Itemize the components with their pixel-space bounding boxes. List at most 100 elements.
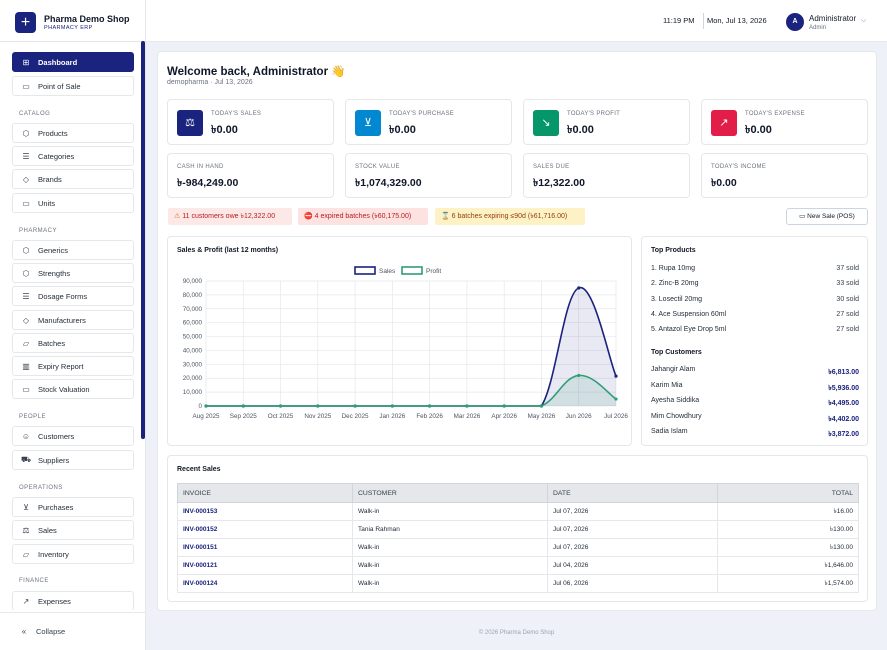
sidebar-item-inventory[interactable]: ▱ Inventory (12, 544, 134, 564)
column-header-customer[interactable]: CUSTOMER (352, 483, 548, 503)
top-customers-title: Top Customers (651, 349, 702, 356)
x-tick-label: Apr 2026 (491, 413, 517, 420)
data-point (204, 404, 208, 408)
chevron-down-icon[interactable]: ⌵ (861, 17, 867, 24)
customer-name: Jahangir Alam (651, 366, 696, 373)
sidebar-item-batches[interactable]: ▱ Batches (12, 333, 134, 353)
legend-label: Profit (426, 268, 441, 275)
display-icon: ▭ (22, 198, 30, 208)
sidebar-item-products[interactable]: ⬡ Products (12, 123, 134, 143)
product-sold: 33 sold (836, 280, 859, 287)
sales-profit-chart-panel: Sales & Profit (last 12 months) 0 10,000 2… (167, 236, 632, 446)
x-tick-label: Jul 2026 (604, 413, 628, 420)
summary-label: SALES DUE (533, 164, 570, 170)
sidebar-item-categories[interactable]: ☰ Categories (12, 146, 134, 166)
sidebar-item-expiry-report[interactable]: ▥ Expiry Report (12, 356, 134, 376)
invoice-link[interactable]: INV-000121 (177, 556, 353, 575)
data-point (614, 397, 618, 401)
recent-sales-title: Recent Sales (177, 466, 221, 473)
sidebar-item-point-of-sale[interactable]: ▭ Point of Sale (12, 76, 134, 96)
avatar[interactable]: A (786, 13, 804, 31)
sidebar-item-sales[interactable]: ⚖ Sales (12, 520, 134, 540)
alert-batches-expiring[interactable]: ⌛ 6 batches expiring ≤90d (৳61,716.00) (435, 208, 585, 225)
sidebar-item-dashboard[interactable]: ⊞ Dashboard (12, 52, 134, 72)
user-name[interactable]: Administrator (809, 14, 857, 23)
date-cell: Jul 07, 2026 (547, 520, 718, 539)
product-name: 2. Zinc-B 20mg (651, 280, 699, 287)
sidebar-scrollbar[interactable] (141, 41, 145, 439)
product-sold: 27 sold (836, 311, 859, 318)
sidebar: + Pharma Demo Shop PHARMACY ERP ⊞ Dashbo… (0, 0, 146, 650)
table-row[interactable]: INV-000151 Walk-in Jul 07, 2026 ৳130.00 (177, 538, 859, 557)
product-name: 3. Losectil 20mg (651, 296, 702, 303)
data-point (539, 404, 544, 408)
list-item: 3. Losectil 20mg 30 sold (651, 296, 859, 303)
users-icon: ☺ (21, 431, 31, 441)
alert-customers-owe[interactable]: ⚠ 11 customers owe ৳12,322.00 (168, 208, 292, 225)
grid-icon: ⊞ (22, 57, 30, 67)
product-sold: 27 sold (836, 326, 859, 333)
sidebar-item-stock-valuation[interactable]: ▭ Stock Valuation (12, 379, 134, 399)
legend-swatch-profit (401, 266, 423, 275)
nav-section-operations: OPERATIONS (19, 485, 63, 491)
sidebar-item-manufacturers[interactable]: ◇ Manufacturers (12, 310, 134, 330)
plus-icon[interactable]: + (15, 12, 36, 33)
table-row[interactable]: INV-000121 Walk-in Jul 04, 2026 ৳1,646.0… (177, 556, 859, 575)
stat-value: ৳0.00 (211, 124, 238, 136)
sidebar-item-units[interactable]: ▭ Units (12, 193, 134, 213)
dashboard-content: Welcome back, Administrator 👋 demopharma… (157, 51, 877, 611)
column-header-total[interactable]: TOTAL (717, 483, 859, 503)
alert-expired-batches[interactable]: ⛔ 4 expired batches (৳60,175.00) (298, 208, 428, 225)
summary-label: STOCK VALUE (355, 164, 400, 170)
list-item: Mim Chowdhury ৳4,402.00 (651, 413, 859, 423)
data-point (353, 404, 357, 408)
sidebar-item-expenses[interactable]: ↗ Expenses (12, 591, 134, 610)
column-header-invoice[interactable]: INVOICE (177, 483, 353, 503)
cart-icon: ⊻ (23, 502, 29, 512)
sidebar-item-label: Strengths (38, 268, 71, 278)
column-header-date[interactable]: DATE (547, 483, 718, 503)
x-tick-label: Aug 2025 (193, 413, 220, 420)
stat-label: TODAY'S SALES (211, 111, 262, 117)
table-row[interactable]: INV-000152 Tania Rahman Jul 07, 2026 ৳13… (177, 520, 859, 539)
monitor-icon: ▭ (799, 213, 806, 220)
tag-icon: ◇ (22, 315, 30, 325)
sidebar-item-purchases[interactable]: ⊻ Purchases (12, 497, 134, 517)
sidebar-item-dosage-forms[interactable]: ☰ Dosage Forms (12, 286, 134, 306)
invoice-link[interactable]: INV-000153 (177, 502, 353, 521)
y-tick-label: 90,000 (183, 278, 203, 285)
sidebar-item-customers[interactable]: ☺ Customers (12, 426, 134, 446)
stat-label: TODAY'S PURCHASE (389, 111, 455, 117)
customer-amount: ৳6,813.00 (828, 369, 859, 376)
sidebar-item-brands[interactable]: ◇ Brands (12, 169, 134, 189)
stat-value: ৳0.00 (389, 124, 416, 136)
collapse-button[interactable]: « Collapse (0, 612, 146, 650)
invoice-link[interactable]: INV-000124 (177, 574, 353, 593)
summary-card-sales-due: SALES DUE ৳12,322.00 (523, 153, 690, 198)
sidebar-item-strengths[interactable]: ⬡ Strengths (12, 263, 134, 283)
sidebar-item-label: Categories (38, 151, 75, 161)
page-title: Welcome back, Administrator 👋 (167, 66, 346, 78)
invoice-link[interactable]: INV-000151 (177, 538, 353, 557)
nav-section-catalog: CATALOG (19, 111, 51, 117)
box-icon: ⬡ (22, 128, 30, 138)
table-row[interactable]: INV-000124 Walk-in Jul 06, 2026 ৳1,574.0… (177, 574, 859, 593)
date-cell: Jul 07, 2026 (547, 502, 718, 521)
invoice-link[interactable]: INV-000152 (177, 520, 353, 539)
table-row[interactable]: INV-000153 Walk-in Jul 07, 2026 ৳16.00 (177, 502, 859, 521)
chart-title: Sales & Profit (last 12 months) (177, 247, 279, 254)
legend-label: Sales (379, 268, 396, 275)
customer-cell: Walk-in (352, 538, 548, 557)
sidebar-item-generics[interactable]: ⬡ Generics (12, 240, 134, 260)
summary-card-cash-in-hand: CASH IN HAND ৳-984,249.00 (167, 153, 334, 198)
new-sale-button[interactable]: ▭ New Sale (POS) (786, 208, 868, 225)
sidebar-item-suppliers[interactable]: ⛟ Suppliers (12, 450, 134, 470)
list-item: Sadia Islam ৳3,872.00 (651, 428, 859, 438)
user-role: Admin (809, 25, 827, 31)
sidebar-nav: ⊞ Dashboard ▭ Point of Sale CATALOG ⬡ Pr… (0, 50, 146, 610)
warning-icon: ⚠ (174, 213, 181, 220)
y-tick-label: 20,000 (183, 375, 203, 382)
y-tick-label: 60,000 (183, 320, 203, 327)
table-header-row: INVOICE CUSTOMER DATE TOTAL (177, 483, 859, 503)
sales-profit-chart: 0 10,000 20,000 30,000 40,000 50,000 60,000 70,… (183, 266, 628, 420)
